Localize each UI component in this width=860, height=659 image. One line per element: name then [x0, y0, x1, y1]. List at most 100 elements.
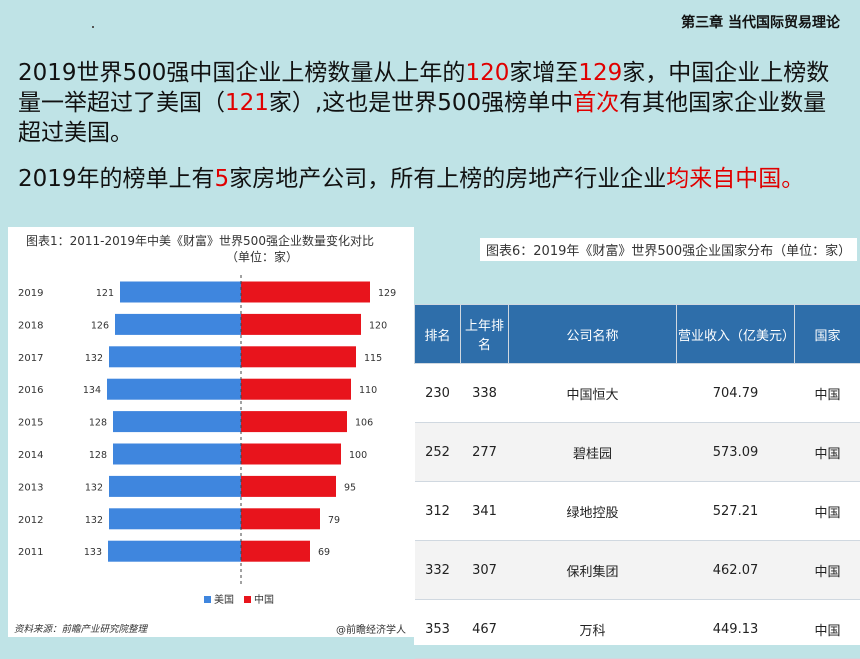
china-bar — [241, 541, 310, 562]
highlight-text: 均来自中国。 — [666, 166, 804, 192]
table-row: 353 467 万科 449.13 中国 — [415, 600, 860, 659]
us-bar — [109, 476, 241, 497]
table-row: 312 341 绿地控股 527.21 中国 — [415, 482, 860, 541]
table-header-row: 排名 上年排名 公司名称 营业收入（亿美元） 国家 — [415, 305, 860, 364]
china-value-label: 100 — [349, 450, 367, 461]
legend-label: 美国 — [214, 593, 234, 606]
header-rank: 排名 — [415, 305, 461, 364]
chart-credit: @前瞻经济学人 — [336, 621, 406, 636]
year-tick-label: 2012 — [18, 515, 43, 526]
cell-rank: 332 — [415, 541, 461, 600]
us-value-label: 133 — [84, 547, 102, 558]
us-value-label: 126 — [91, 320, 109, 331]
china-bar — [241, 346, 356, 367]
china-bar — [241, 508, 320, 529]
us-bar — [109, 508, 241, 529]
us-bar — [113, 444, 241, 465]
china-value-label: 129 — [378, 288, 396, 299]
cell-country: 中国 — [795, 482, 860, 541]
header-country: 国家 — [795, 305, 860, 364]
us-value-label: 132 — [85, 353, 103, 364]
us-bar — [107, 379, 241, 400]
cell-rank: 312 — [415, 482, 461, 541]
table-row: 252 277 碧桂园 573.09 中国 — [415, 423, 860, 482]
year-tick-label: 2015 — [18, 418, 43, 429]
highlight-text: 120 — [465, 60, 509, 86]
table-caption: 图表6：2019年《财富》世界500强企业国家分布（单位：家） — [480, 238, 857, 261]
paragraph-ranking-summary: 2019世界500强中国企业上榜数量从上年的120家增至129家，中国企业上榜数… — [18, 58, 844, 148]
cell-rank: 252 — [415, 423, 461, 482]
highlight-text: 121 — [225, 90, 269, 116]
china-value-label: 120 — [369, 320, 387, 331]
china-value-label: 106 — [355, 418, 373, 429]
paragraph-real-estate: 2019年的榜单上有5家房地产公司，所有上榜的房地产行业企业均来自中国。 — [18, 164, 844, 194]
cell-prev-rank: 467 — [461, 600, 509, 659]
us-value-label: 128 — [89, 450, 107, 461]
table-row: 332 307 保利集团 462.07 中国 — [415, 541, 860, 600]
cell-company: 中国恒大 — [509, 364, 677, 423]
us-bar — [109, 346, 241, 367]
cell-prev-rank: 277 — [461, 423, 509, 482]
us-value-label: 132 — [85, 515, 103, 526]
china-bar — [241, 379, 351, 400]
table-panel: 排名 上年排名 公司名称 营业收入（亿美元） 国家 230 338 中国恒大 7… — [414, 304, 860, 645]
cell-country: 中国 — [795, 423, 860, 482]
us-bar — [113, 411, 241, 432]
legend-label: 中国 — [254, 593, 274, 606]
chapter-heading: 第三章 当代国际贸易理论 — [681, 12, 840, 32]
us-value-label: 121 — [96, 288, 114, 299]
year-tick-label: 2017 — [18, 353, 43, 364]
cell-revenue: 462.07 — [677, 541, 795, 600]
china-bar — [241, 282, 370, 303]
cell-revenue: 527.21 — [677, 482, 795, 541]
header-company: 公司名称 — [509, 305, 677, 364]
china-bar — [241, 411, 347, 432]
highlight-text: 129 — [578, 60, 622, 86]
us-value-label: 132 — [85, 482, 103, 493]
paragraph-text: 2019世界500强中国企业上榜数量从上年的 — [18, 60, 465, 86]
year-tick-label: 2014 — [18, 450, 43, 461]
cell-revenue: 449.13 — [677, 600, 795, 659]
china-bar — [241, 476, 336, 497]
cell-country: 中国 — [795, 600, 860, 659]
china-value-label: 69 — [318, 547, 330, 558]
year-tick-label: 2018 — [18, 320, 43, 331]
header-prev-rank: 上年排名 — [461, 305, 509, 364]
us-value-label: 134 — [83, 385, 101, 396]
legend-swatch — [244, 596, 251, 603]
us-bar — [115, 314, 241, 335]
year-tick-label: 2019 — [18, 288, 43, 299]
cell-rank: 353 — [415, 600, 461, 659]
us-value-label: 128 — [89, 418, 107, 429]
cell-country: 中国 — [795, 541, 860, 600]
china-bar — [241, 444, 341, 465]
highlight-text: 5 — [215, 166, 230, 192]
china-value-label: 110 — [359, 385, 377, 396]
china-bar — [241, 314, 361, 335]
cell-rank: 230 — [415, 364, 461, 423]
cell-company: 碧桂园 — [509, 423, 677, 482]
paragraph-text: 家房地产公司，所有上榜的房地产行业企业 — [229, 166, 666, 192]
cell-revenue: 573.09 — [677, 423, 795, 482]
legend-swatch — [204, 596, 211, 603]
cell-prev-rank: 307 — [461, 541, 509, 600]
cell-company: 绿地控股 — [509, 482, 677, 541]
cell-country: 中国 — [795, 364, 860, 423]
year-tick-label: 2013 — [18, 482, 43, 493]
chart-panel: 图表1：2011-2019年中美《财富》世界500强企业数量变化对比 （单位：家… — [8, 227, 414, 637]
year-tick-label: 2016 — [18, 385, 43, 396]
cell-prev-rank: 338 — [461, 364, 509, 423]
china-value-label: 79 — [328, 515, 340, 526]
header-revenue: 营业收入（亿美元） — [677, 305, 795, 364]
paragraph-text: 家）,这也是世界500强榜单中 — [269, 90, 573, 116]
cell-company: 万科 — [509, 600, 677, 659]
china-value-label: 95 — [344, 482, 356, 493]
paragraph-text: 家增至 — [509, 60, 578, 86]
table-row: 230 338 中国恒大 704.79 中国 — [415, 364, 860, 423]
cell-revenue: 704.79 — [677, 364, 795, 423]
us-bar — [120, 282, 241, 303]
paragraph-text: 2019年的榜单上有 — [18, 166, 215, 192]
year-tick-label: 2011 — [18, 547, 43, 558]
decorative-dot — [92, 26, 94, 28]
